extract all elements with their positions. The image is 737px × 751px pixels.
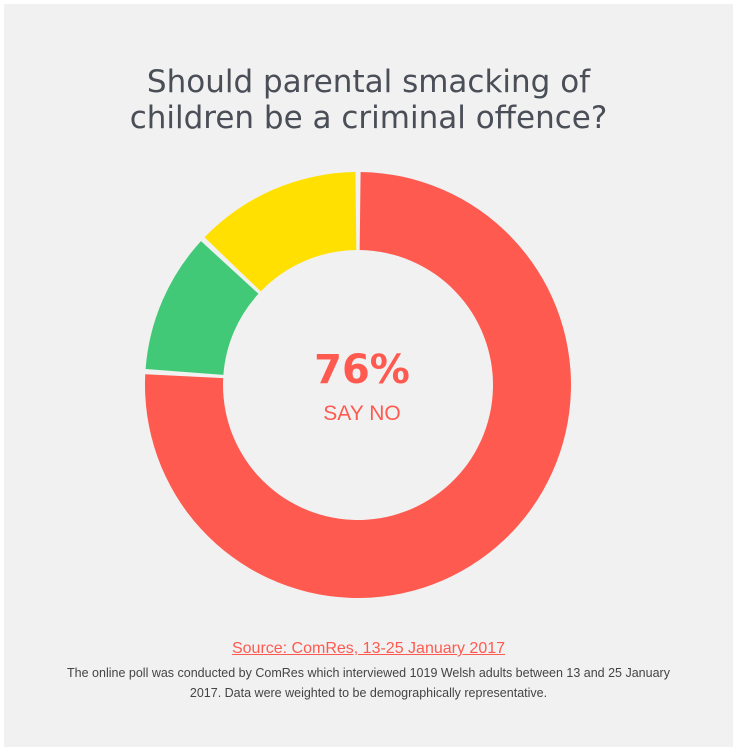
chart-title-line-2: children be a criminal offence? [129, 100, 608, 136]
center-label: SAY NO [323, 402, 401, 425]
methodology-note: The online poll was conducted by ComRes … [67, 666, 670, 700]
donut-slice-3 [204, 172, 357, 292]
donut-chart [145, 172, 571, 599]
center-value: 76% [314, 347, 410, 393]
chart-title-line-1: Should parental smacking of [146, 64, 591, 100]
donut-slices [145, 172, 571, 599]
chart-panel: Should parental smacking of children be … [4, 4, 733, 747]
chart-title: Should parental smacking of children be … [4, 64, 733, 136]
donut-slice-2 [145, 241, 259, 375]
source-link[interactable]: Source: ComRes, 13-25 January 2017 [231, 640, 506, 657]
donut-slice-1 [145, 172, 571, 599]
